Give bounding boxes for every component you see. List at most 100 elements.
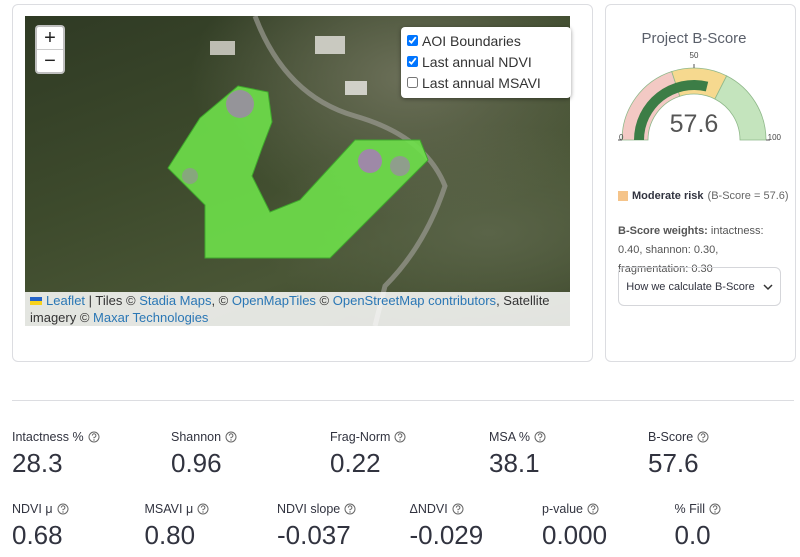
attribution-link[interactable]: Stadia Maps bbox=[139, 293, 212, 308]
layer-checkbox[interactable] bbox=[407, 56, 418, 67]
layer-label: AOI Boundaries bbox=[422, 33, 521, 49]
gauge-title: Project B-Score bbox=[641, 30, 746, 47]
map[interactable] bbox=[25, 16, 570, 326]
layer-checkbox[interactable] bbox=[407, 77, 418, 88]
layer-label: Last annual MSAVI bbox=[422, 75, 541, 91]
layer-checkbox[interactable] bbox=[407, 35, 418, 46]
help-icon[interactable] bbox=[697, 431, 709, 443]
attribution-text: © bbox=[315, 293, 333, 308]
risk-detail: (B-Score = 57.6) bbox=[707, 190, 789, 202]
metric-value: 0.0 bbox=[674, 520, 711, 550]
divider bbox=[12, 400, 794, 401]
metric-name: Shannon bbox=[171, 430, 222, 444]
gauge-tick-label: 100 bbox=[768, 133, 782, 142]
map-panel bbox=[12, 4, 593, 362]
attribution-text: , Satellite imagery © bbox=[30, 293, 550, 325]
attribution-text: , © bbox=[211, 293, 232, 308]
building bbox=[345, 81, 367, 95]
attribution-link[interactable]: Leaflet bbox=[46, 293, 86, 308]
metric-name: NDVI μ bbox=[12, 502, 53, 516]
risk-label: Moderate risk bbox=[632, 190, 704, 202]
layer-control: AOI Boundaries Last annual NDVI Last annua… bbox=[401, 27, 571, 98]
attribution-link[interactable]: Maxar Technologies bbox=[93, 310, 209, 325]
layer-option[interactable]: Last annual MSAVI bbox=[407, 73, 565, 94]
expander[interactable]: How we calculate B-Score bbox=[618, 267, 781, 306]
help-icon[interactable] bbox=[344, 503, 356, 515]
metric-name: NDVI slope bbox=[277, 502, 341, 516]
help-icon[interactable] bbox=[709, 503, 721, 515]
metric-value: 0.000 bbox=[542, 520, 608, 550]
attribution: Leaflet | Tiles © Stadia Maps, © OpenMap… bbox=[25, 292, 571, 326]
metric-label: NDVI slope bbox=[277, 502, 356, 516]
layer-label: Last annual NDVI bbox=[422, 54, 532, 70]
gauge-tick-label: 50 bbox=[690, 51, 699, 60]
ndvi-patch bbox=[226, 90, 254, 118]
zoom-out[interactable]: − bbox=[44, 50, 56, 72]
metric-value: 38.1 bbox=[489, 448, 540, 478]
help-icon[interactable] bbox=[88, 431, 100, 443]
gauge-band bbox=[714, 75, 767, 141]
attribution-link[interactable]: OpenMapTiles bbox=[231, 293, 316, 308]
metric-label: p-value bbox=[542, 502, 599, 516]
metric-label: NDVI μ bbox=[12, 502, 69, 516]
weights-label: B-Score weights: bbox=[618, 225, 708, 237]
metric-name: MSAVI μ bbox=[144, 502, 194, 516]
metric-value: 0.22 bbox=[330, 448, 381, 478]
weights-text: intactness: 0.40, shannon: 0.30, fragmen… bbox=[618, 225, 764, 275]
metric-value: 0.96 bbox=[171, 448, 222, 478]
weights: B-Score weights: intactness: 0.40, shann… bbox=[618, 222, 788, 279]
building bbox=[315, 36, 345, 54]
metric-name: B-Score bbox=[648, 430, 694, 444]
aoi-polygon bbox=[167, 85, 429, 259]
ndvi-patch bbox=[358, 149, 382, 173]
metric-value: -0.029 bbox=[409, 520, 484, 550]
attribution-text: | Tiles © bbox=[85, 293, 140, 308]
metric-name: Frag-Norm bbox=[330, 430, 391, 444]
help-icon[interactable] bbox=[394, 431, 406, 443]
gauge-value: 57.6 bbox=[670, 110, 719, 138]
map-overlay bbox=[167, 16, 448, 326]
metric-name: % Fill bbox=[674, 502, 706, 516]
layer-option[interactable]: Last annual NDVI bbox=[407, 52, 565, 73]
help-icon[interactable] bbox=[57, 503, 69, 515]
ndvi-patch bbox=[390, 156, 410, 176]
zoom-control: + − bbox=[35, 25, 65, 74]
metric-value: 28.3 bbox=[12, 448, 63, 478]
metric-value: 0.80 bbox=[144, 520, 196, 550]
attribution-link[interactable]: OpenStreetMap contributors bbox=[332, 293, 497, 308]
layer-option[interactable]: AOI Boundaries bbox=[407, 31, 565, 52]
metric-label: Frag-Norm bbox=[330, 430, 406, 444]
zoom-in[interactable]: + bbox=[37, 27, 63, 50]
metric-name: ΔNDVI bbox=[409, 502, 448, 516]
score-panel bbox=[605, 4, 796, 362]
metric-label: Shannon bbox=[171, 430, 237, 444]
help-icon[interactable] bbox=[197, 503, 209, 515]
metric-value: -0.037 bbox=[277, 520, 351, 550]
metric-label: MSAVI μ bbox=[145, 502, 210, 516]
chevron bbox=[763, 283, 773, 290]
metric-name: MSA % bbox=[489, 430, 530, 444]
help-icon[interactable] bbox=[225, 431, 237, 443]
help-icon[interactable] bbox=[534, 431, 546, 443]
risk-swatch bbox=[618, 191, 628, 201]
metric-label: Intactness % bbox=[12, 430, 100, 444]
metric-label: B-Score bbox=[648, 430, 709, 444]
metric-label: % Fill bbox=[675, 502, 722, 516]
metric-value: 0.68 bbox=[12, 520, 63, 550]
building bbox=[210, 41, 235, 55]
metric-name: Intactness % bbox=[12, 430, 84, 444]
expander-label: How we calculate B-Score bbox=[626, 280, 755, 293]
risk: Moderate risk (B-Score = 57.6) bbox=[618, 190, 789, 202]
metric-label: MSA % bbox=[489, 430, 546, 444]
leaflet-flag bbox=[30, 297, 42, 305]
metric-name: p-value bbox=[542, 502, 583, 516]
ndvi-patch bbox=[182, 168, 198, 184]
help-icon[interactable] bbox=[587, 503, 599, 515]
help-icon[interactable] bbox=[452, 503, 464, 515]
gauge-tick-label: 0 bbox=[619, 133, 624, 142]
gauge-bar bbox=[634, 79, 709, 140]
gauge: Project B-Score 0 50 100 57.6 bbox=[617, 16, 783, 149]
metric-label: ΔNDVI bbox=[410, 502, 464, 516]
metric-value: 57.6 bbox=[648, 448, 699, 478]
